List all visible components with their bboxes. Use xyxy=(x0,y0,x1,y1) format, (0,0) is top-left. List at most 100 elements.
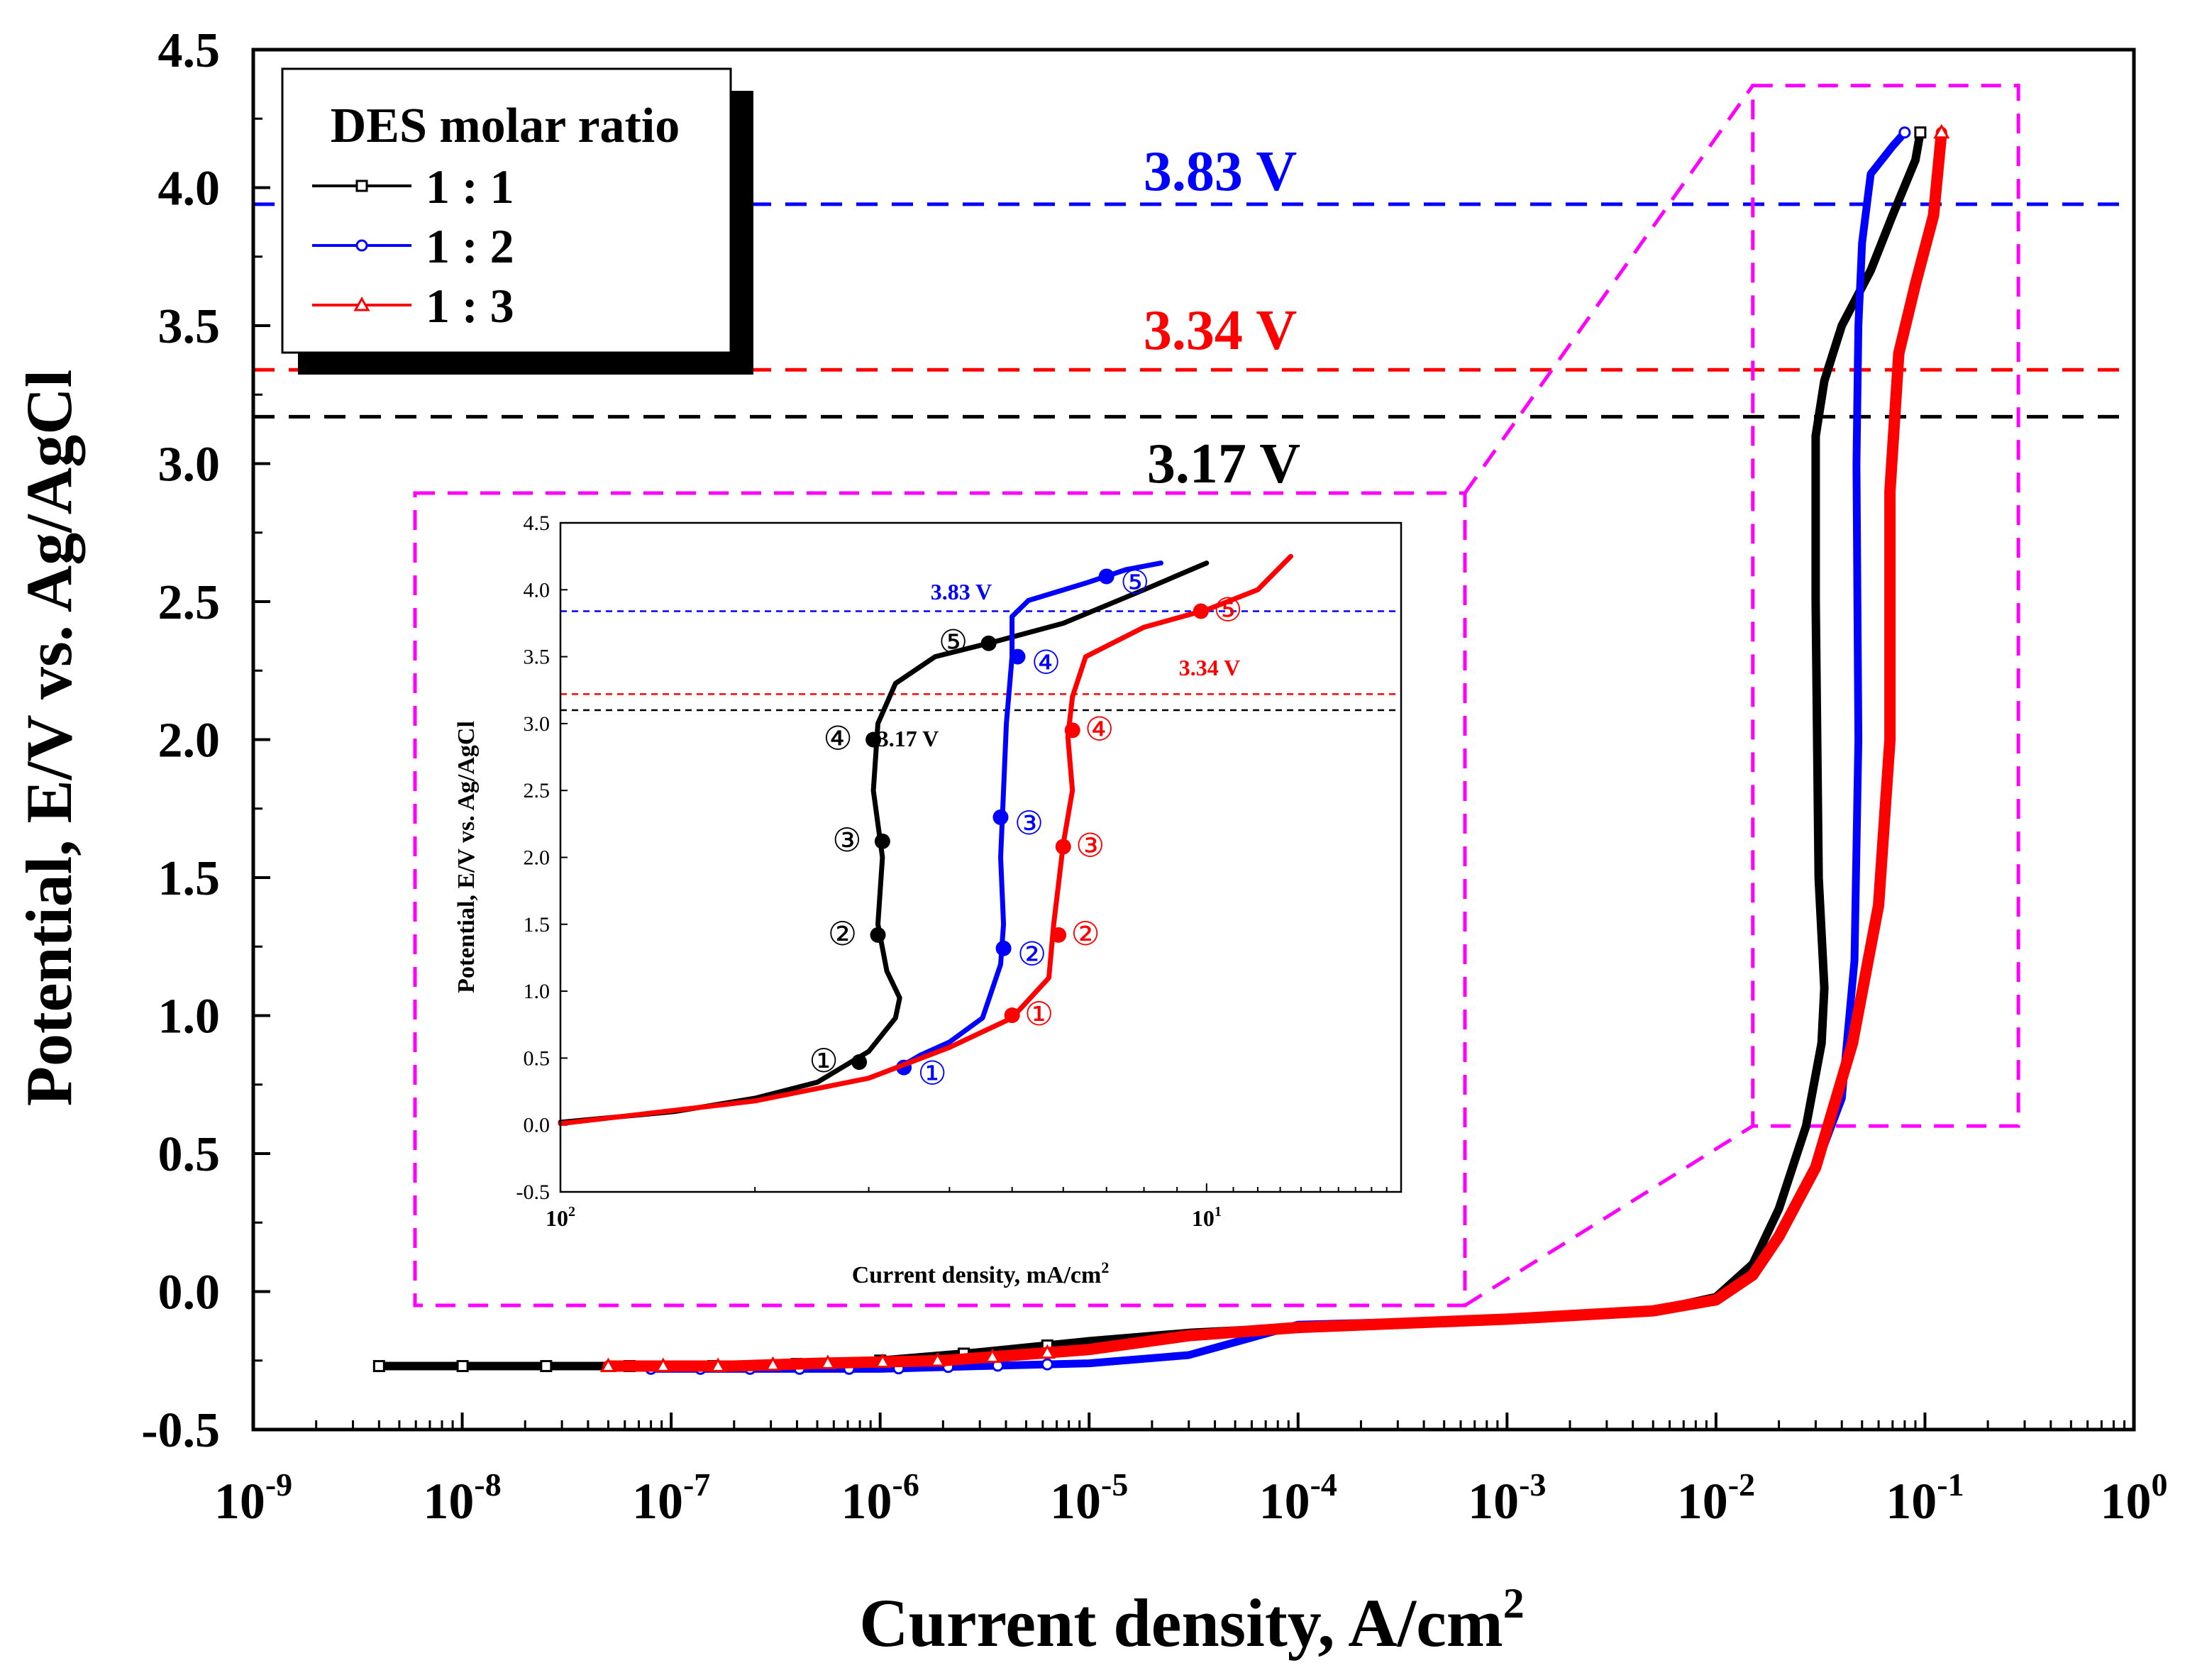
legend-marker-0 xyxy=(355,179,368,192)
legend-label-2: 1 : 3 xyxy=(426,279,514,333)
connector-top xyxy=(1463,84,1754,494)
series-marker xyxy=(456,1360,469,1373)
y-tick-label-7: 3.0 xyxy=(158,438,221,492)
y-tick-label-5: 2.0 xyxy=(158,714,221,768)
x-axis-label: Current density, A/cm2 xyxy=(859,1580,1525,1661)
inset-point-label-2-1: ② xyxy=(1071,916,1100,952)
x-tick-label-4: 10-5 xyxy=(1050,1466,1128,1530)
inset-point-2-2 xyxy=(1055,839,1071,855)
inset-y-tick-label-6: 2.5 xyxy=(524,779,551,802)
x-tick-label-7-exp: -2 xyxy=(1728,1466,1755,1503)
ref-label-2: 3.17 V xyxy=(1147,433,1300,495)
inset-point-0-4 xyxy=(980,635,997,651)
inset-point-1-4 xyxy=(1098,568,1114,585)
x-tick-label-7: 10-2 xyxy=(1677,1466,1755,1530)
inset-y-tick-label-2: 0.5 xyxy=(524,1046,551,1070)
ref-label-1: 3.34 V xyxy=(1144,299,1297,362)
inset-x-tick-label-1: 101 xyxy=(1192,1204,1222,1231)
series-marker xyxy=(764,1356,782,1371)
zoom-box xyxy=(1751,84,2020,1128)
main-plot: 3.83 V3.34 V3.17 V10-9 10-8 10-7 10-6 10-5 10… xyxy=(13,23,2168,1661)
series-marker xyxy=(1041,1358,1053,1371)
y-tick-label-4: 1.5 xyxy=(158,851,221,906)
x-tick-label-1-base: 10 xyxy=(423,1473,474,1530)
inset-y-tick-label-4: 1.5 xyxy=(524,913,551,936)
x-axis-label-text: Current density, A/cm xyxy=(859,1585,1503,1661)
inset-y-tick-label-3: 1.0 xyxy=(524,980,551,1003)
x-tick-label-1-exp: -8 xyxy=(474,1466,501,1503)
series-marker xyxy=(372,1360,385,1373)
inset-point-0-1 xyxy=(870,927,886,943)
inset-x-axis-label-text: Current density, mA/cm xyxy=(852,1262,1102,1288)
inset-point-2-3 xyxy=(1064,722,1080,739)
x-axis-label-sup: 2 xyxy=(1503,1580,1525,1627)
x-tick-label-7-base: 10 xyxy=(1677,1473,1728,1530)
inset-point-label-1-4: ⑤ xyxy=(1120,564,1149,600)
inset-point-label-2-4: ⑤ xyxy=(1213,592,1242,628)
y-tick-label-10: 4.5 xyxy=(158,23,221,78)
inset-point-label-0-0: ① xyxy=(809,1043,839,1079)
x-tick-label-1: 10-8 xyxy=(423,1466,501,1530)
inset-point-2-4 xyxy=(1193,603,1209,619)
inset-y-tick-label-0: -0.5 xyxy=(516,1181,551,1204)
series-marker xyxy=(819,1354,836,1369)
series-marker xyxy=(709,1357,726,1373)
inset-y-tick-label-5: 2.0 xyxy=(524,846,551,870)
series-marker xyxy=(540,1360,553,1373)
inset-point-2-1 xyxy=(1051,927,1067,943)
x-tick-label-5-exp: -4 xyxy=(1310,1466,1337,1503)
inset-y-tick-label-1: 0.0 xyxy=(524,1114,551,1137)
series-marker xyxy=(1039,1344,1056,1359)
inset-y-tick-label-9: 4.0 xyxy=(524,578,551,602)
inset-y-tick-label-8: 3.5 xyxy=(524,646,551,669)
connector-bottom xyxy=(1464,1124,1754,1308)
inset-frame xyxy=(559,521,1403,1193)
inset-point-0-2 xyxy=(874,833,890,849)
y-tick-label-0: -0.5 xyxy=(141,1403,220,1458)
series-marker xyxy=(599,1357,617,1373)
x-tick-label-6-base: 10 xyxy=(1468,1473,1519,1530)
inset-x-tick-label-1-base: 10 xyxy=(1192,1205,1215,1231)
x-tick-label-5: 10-4 xyxy=(1259,1466,1337,1530)
plot-frame xyxy=(251,48,2136,1432)
ref-label-0: 3.83 V xyxy=(1144,140,1297,203)
inset-ref-label-2: 3.17 V xyxy=(878,726,939,751)
inset-point-1-1 xyxy=(995,940,1012,956)
inset-x-tick-label-1-exp: 1 xyxy=(1215,1204,1222,1220)
inset-x-tick-label-0: 102 xyxy=(546,1204,575,1231)
x-tick-label-3: 10-6 xyxy=(841,1466,919,1530)
x-tick-label-3-exp: -6 xyxy=(892,1466,919,1503)
inset-point-1-3 xyxy=(1009,648,1026,665)
inset-series-line-0 xyxy=(558,560,1210,1125)
x-tick-label-2-exp: -7 xyxy=(683,1466,710,1503)
inset-x-axis-label-sup: 2 xyxy=(1101,1259,1109,1276)
x-tick-label-3-base: 10 xyxy=(841,1473,892,1530)
series-end-marker xyxy=(1898,126,1911,139)
legend-title: DES molar ratio xyxy=(331,99,680,153)
x-tick-label-5-base: 10 xyxy=(1259,1473,1310,1530)
inset-point-label-2-0: ① xyxy=(1024,996,1053,1032)
inset-point-label-1-2: ③ xyxy=(1014,805,1044,841)
y-tick-label-2: 0.5 xyxy=(158,1127,221,1182)
y-tick-label-3: 1.0 xyxy=(158,990,221,1044)
inset-point-label-2-2: ③ xyxy=(1075,827,1105,863)
series-end-marker xyxy=(1914,126,1927,139)
inset-y-tick-label-10: 4.5 xyxy=(524,512,551,535)
inset-point-label-0-3: ④ xyxy=(823,721,852,757)
inset-y-axis-label: Potential, E/V vs. Ag/AgCl xyxy=(453,721,480,993)
inset-ref-label-1: 3.34 V xyxy=(1179,655,1241,680)
legend-label-0: 1 : 1 xyxy=(426,160,514,214)
x-tick-label-0: 10-9 xyxy=(214,1466,292,1530)
legend-label-1: 1 : 2 xyxy=(426,219,514,273)
x-tick-label-2: 10-7 xyxy=(632,1466,710,1530)
inset-y-tick-label-7: 3.0 xyxy=(524,712,551,736)
inset-outline xyxy=(413,491,1467,1308)
y-axis-label: Potential, E/V vs. Ag/AgCl xyxy=(13,370,85,1106)
x-tick-label-0-exp: -9 xyxy=(265,1466,292,1503)
inset-point-label-1-1: ② xyxy=(1017,936,1046,973)
inset-point-label-1-0: ① xyxy=(917,1056,946,1092)
x-tick-label-8-exp: -1 xyxy=(1937,1466,1964,1503)
inset-point-2-0 xyxy=(1004,1007,1020,1024)
